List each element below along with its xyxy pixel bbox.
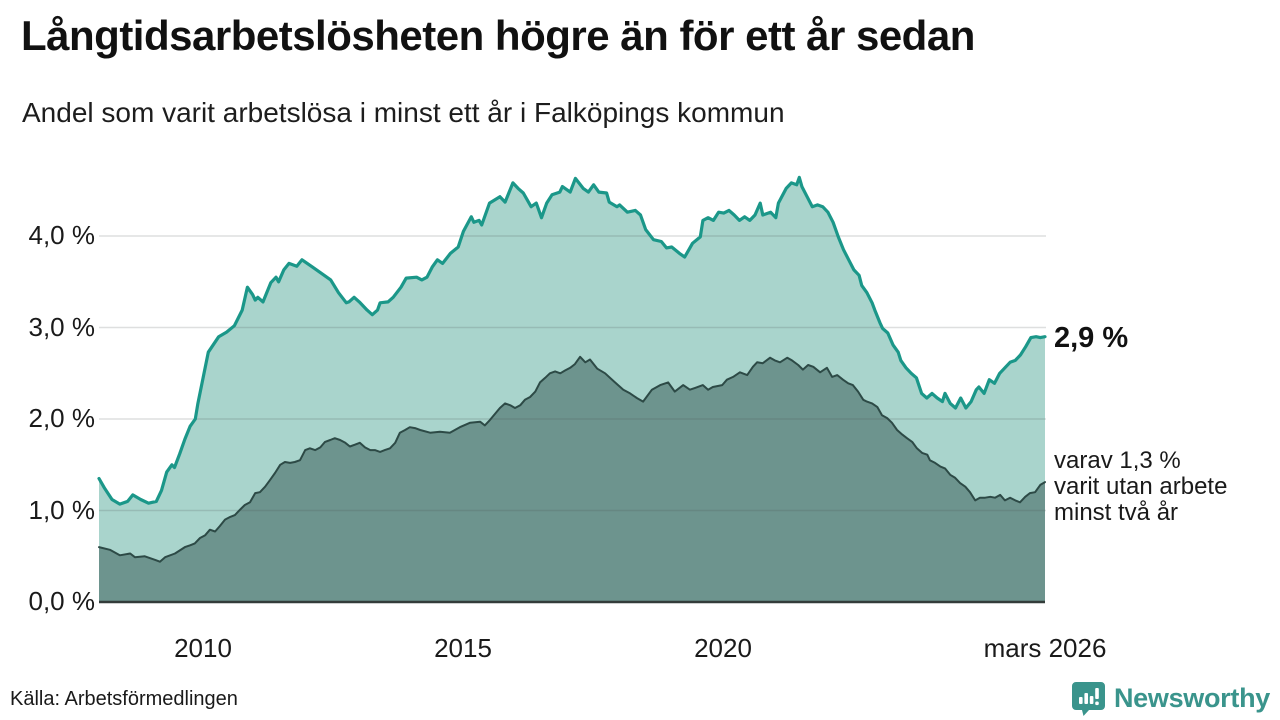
y-axis-tick-4: 4,0 % [28, 220, 96, 250]
page-title: Långtidsarbetslösheten högre än för ett … [21, 12, 975, 59]
chart-subtitle: Andel som varit arbetslösa i minst ett å… [22, 97, 785, 128]
y-axis-tick-1: 1,0 % [28, 495, 96, 525]
x-axis-tick-2015: 2015 [434, 633, 492, 663]
x-axis-tick-2020: 2020 [694, 633, 752, 663]
x-axis-tick-2010: 2010 [174, 633, 232, 663]
newsworthy-logo-icon [1071, 682, 1105, 716]
newsworthy-logo-text: Newsworthy [1113, 683, 1270, 713]
newsworthy-brand: Newsworthy [1070, 680, 1270, 717]
x-axis-tick-mars-2026: mars 2026 [983, 633, 1107, 663]
annotation-line-1: varav 1,3 % [1054, 447, 1181, 474]
annotation-line-3: minst två år [1054, 499, 1179, 526]
annotation-line-2: varit utan arbete [1054, 473, 1228, 500]
y-axis-tick-2: 2,0 % [28, 403, 96, 433]
series-end-value-label: 2,9 % [1054, 322, 1129, 354]
y-axis-tick-0: 0,0 % [28, 586, 96, 616]
secondary-series-annotation: varav 1,3 % varit utan arbete minst två … [1054, 448, 1227, 526]
y-axis-tick-3: 3,0 % [28, 312, 96, 342]
source-caption: Källa: Arbetsförmedlingen [10, 688, 238, 710]
